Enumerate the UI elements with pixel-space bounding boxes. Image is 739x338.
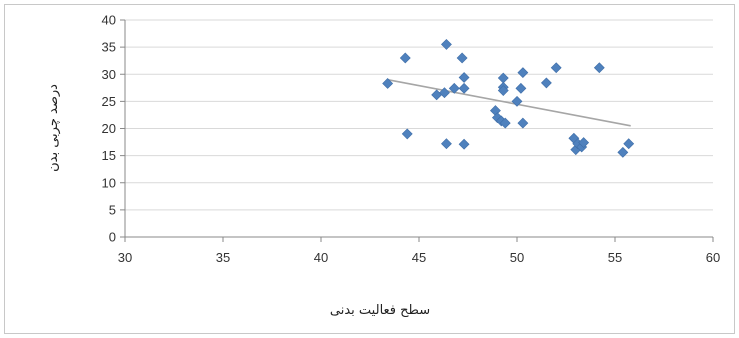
x-tick-label: 50	[510, 250, 524, 265]
y-tick-label: 40	[102, 13, 116, 28]
data-point-2	[401, 128, 413, 140]
x-tick-label: 55	[608, 250, 622, 265]
data-point-8	[456, 52, 468, 64]
tick-labels: 0 5 10 15 20 25 30 35 40 30 35 40 45 50 55 60	[102, 13, 721, 266]
data-point-9	[458, 72, 470, 83]
data-point-32	[623, 138, 635, 150]
data-points	[382, 38, 635, 158]
data-point-17	[497, 85, 509, 96]
data-point-4	[439, 87, 450, 99]
x-tick-label: 60	[706, 250, 720, 265]
y-tick-label: 15	[102, 148, 116, 163]
y-axis-title: درصد چربی بدن	[46, 84, 61, 172]
data-point-24	[550, 62, 562, 74]
data-point-5	[441, 38, 452, 50]
x-tick-label: 40	[314, 250, 328, 265]
chart-frame	[4, 4, 735, 334]
data-point-21	[517, 67, 529, 79]
data-point-29	[578, 137, 590, 149]
data-point-11	[458, 138, 470, 150]
gridlines	[125, 19, 713, 211]
data-point-6	[441, 138, 452, 150]
data-point-23	[540, 77, 552, 89]
trendline	[387, 78, 631, 127]
y-tick-label: 10	[102, 175, 116, 190]
data-point-10	[458, 82, 470, 94]
y-tick-label: 35	[102, 40, 116, 55]
data-point-22	[517, 117, 529, 129]
y-tick-label: 0	[109, 230, 116, 245]
data-point-18	[499, 117, 511, 129]
y-tick-label: 30	[102, 67, 116, 82]
data-point-7	[448, 82, 460, 94]
data-point-3	[431, 89, 443, 101]
data-point-20	[515, 82, 527, 94]
x-tick-label: 45	[412, 250, 426, 265]
trendline-group	[387, 78, 631, 127]
data-point-19	[511, 95, 523, 107]
data-point-30	[593, 62, 605, 74]
x-tick-label: 30	[118, 250, 132, 265]
x-axis-title: سطح فعالیت بدنی	[330, 303, 430, 318]
data-point-31	[617, 146, 629, 158]
data-point-1	[399, 52, 411, 64]
x-tick-label: 35	[216, 250, 230, 265]
data-point-0	[382, 78, 394, 89]
y-tick-label: 5	[109, 202, 116, 217]
y-tick-label: 25	[102, 94, 116, 109]
y-tick-label: 20	[102, 121, 116, 136]
axes	[120, 19, 714, 242]
